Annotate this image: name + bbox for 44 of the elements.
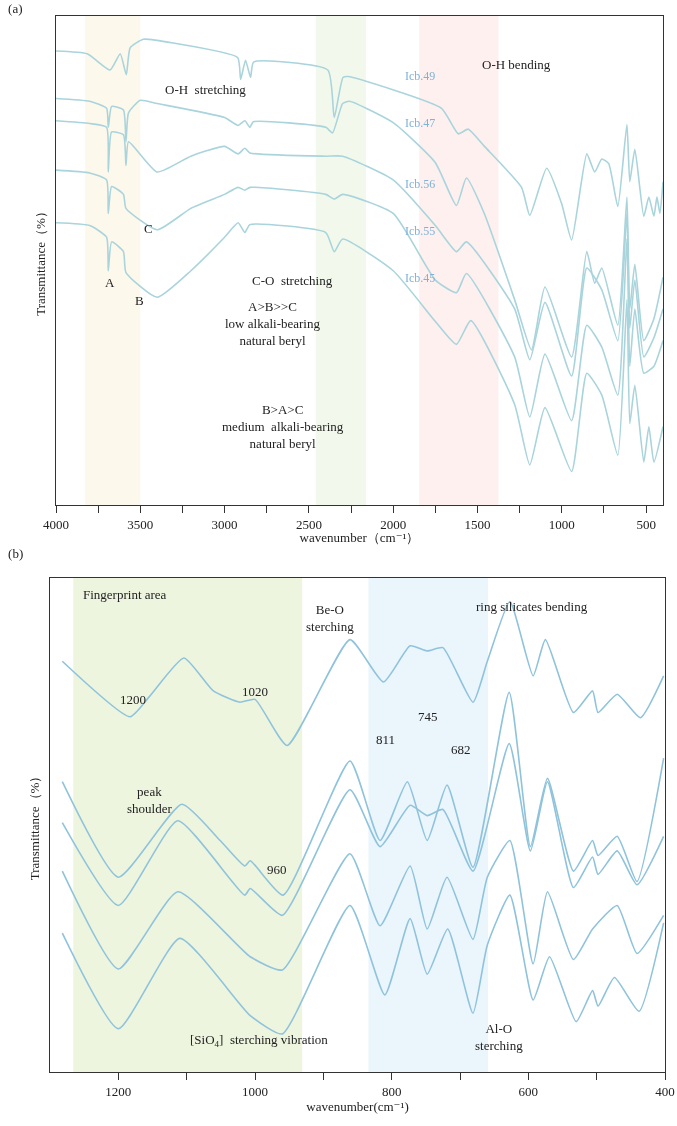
x-axis-title: wavenumber(cm⁻¹) (306, 1099, 409, 1115)
annotation: Be-O sterching (306, 602, 355, 634)
annotation: ring silicates bending (476, 599, 588, 614)
x-tick-label: 2000 (380, 516, 407, 532)
x-tick-label: 2500 (295, 516, 322, 532)
x-tick-label: 500 (636, 516, 656, 532)
annotation: 745 (418, 709, 438, 724)
y-axis-title: Transmittance（%） (26, 769, 42, 881)
x-tick-label: 800 (381, 1083, 402, 1099)
y-axis-title: Transmittance（%） (32, 205, 48, 316)
series-label: Icb.45 (405, 271, 436, 285)
chart-title: (a) (8, 1, 23, 17)
annotation: C-O stretching (252, 273, 333, 288)
x-tick-label: 1500 (464, 516, 491, 532)
series-label: Icb.47 (405, 116, 436, 130)
x-tick-label: 4000 (43, 516, 69, 532)
chart-title: (b) (8, 546, 24, 562)
x-tick-label: 400 (655, 1083, 675, 1099)
annotation: B (135, 293, 144, 308)
band-label: Fingerprint area (83, 587, 167, 602)
annotation: C (144, 221, 153, 236)
annotation: [SiO$_{4}$] sterching vibration (190, 1032, 329, 1049)
x-tick-label: 1000 (548, 516, 575, 532)
annotation: peak shoulder (127, 784, 173, 816)
x-axis-title: wavenumber（cm⁻¹） (299, 530, 420, 545)
annotation: A>B>>C low alkali-bearing natural beryl (225, 299, 321, 348)
series-label: Icb.56 (405, 177, 436, 191)
annotation: 960 (267, 862, 287, 877)
x-tick-label: 600 (518, 1083, 539, 1099)
annotation: 1200 (120, 692, 146, 707)
annotation: Al-O sterching (475, 1021, 524, 1053)
annotation: 1020 (242, 684, 268, 699)
annotation: 682 (451, 742, 471, 757)
annotation: B>A>C medium alkali-bearing natural beryl (222, 402, 344, 451)
x-tick-label: 1200 (105, 1083, 132, 1099)
series-label: Icb.49 (405, 69, 436, 83)
x-tick-label: 3000 (211, 516, 238, 532)
annotation: O-H bending (482, 57, 551, 72)
x-tick-label: 1000 (242, 1083, 268, 1099)
annotation: 811 (376, 732, 396, 747)
x-tick-label: 3500 (127, 516, 154, 532)
series-label: Icb.55 (405, 224, 436, 238)
annotation: A (105, 275, 115, 290)
annotation: O-H stretching (165, 82, 247, 97)
